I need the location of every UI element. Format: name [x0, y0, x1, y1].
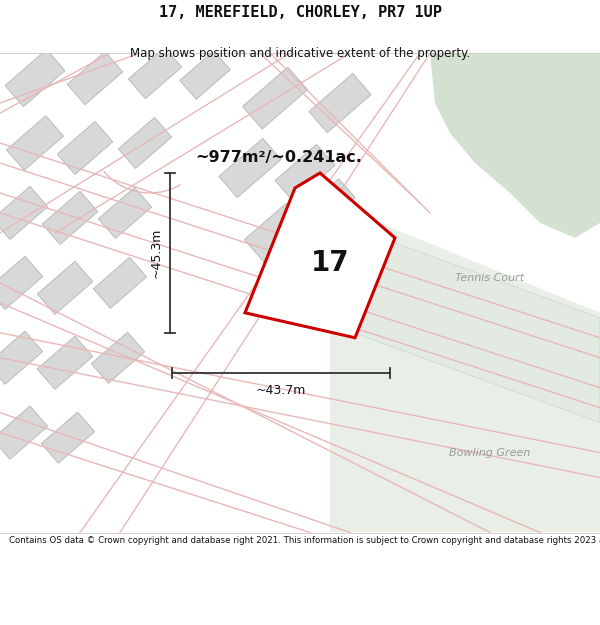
Polygon shape: [0, 331, 43, 384]
Polygon shape: [245, 173, 395, 338]
Polygon shape: [242, 67, 307, 129]
Text: Tennis Court: Tennis Court: [455, 273, 524, 283]
Polygon shape: [94, 258, 146, 308]
Polygon shape: [42, 191, 98, 244]
Polygon shape: [430, 53, 600, 238]
Polygon shape: [330, 203, 600, 532]
Polygon shape: [98, 188, 152, 239]
Polygon shape: [180, 51, 230, 99]
Polygon shape: [0, 406, 48, 459]
Text: ~43.7m: ~43.7m: [256, 384, 306, 397]
Polygon shape: [37, 261, 93, 314]
Text: Map shows position and indicative extent of the property.: Map shows position and indicative extent…: [130, 47, 470, 60]
Polygon shape: [118, 118, 172, 169]
Text: Contains OS data © Crown copyright and database right 2021. This information is : Contains OS data © Crown copyright and d…: [9, 536, 600, 544]
Polygon shape: [57, 121, 113, 174]
Polygon shape: [91, 332, 145, 383]
Polygon shape: [67, 51, 123, 104]
Polygon shape: [244, 204, 305, 262]
Polygon shape: [305, 179, 355, 227]
Polygon shape: [275, 144, 335, 201]
Polygon shape: [128, 48, 182, 99]
Polygon shape: [309, 74, 371, 132]
Polygon shape: [0, 256, 43, 309]
Polygon shape: [41, 412, 95, 463]
Text: 17, MEREFIELD, CHORLEY, PR7 1UP: 17, MEREFIELD, CHORLEY, PR7 1UP: [158, 5, 442, 20]
Polygon shape: [340, 223, 600, 422]
Text: 17: 17: [311, 249, 349, 277]
Text: ~45.3m: ~45.3m: [149, 228, 163, 278]
Polygon shape: [219, 138, 281, 198]
Polygon shape: [7, 116, 64, 170]
Polygon shape: [5, 49, 65, 107]
Polygon shape: [0, 186, 48, 239]
Text: ~977m²/~0.241ac.: ~977m²/~0.241ac.: [195, 151, 362, 166]
Text: Bowling Green: Bowling Green: [449, 448, 530, 458]
Polygon shape: [37, 336, 93, 389]
